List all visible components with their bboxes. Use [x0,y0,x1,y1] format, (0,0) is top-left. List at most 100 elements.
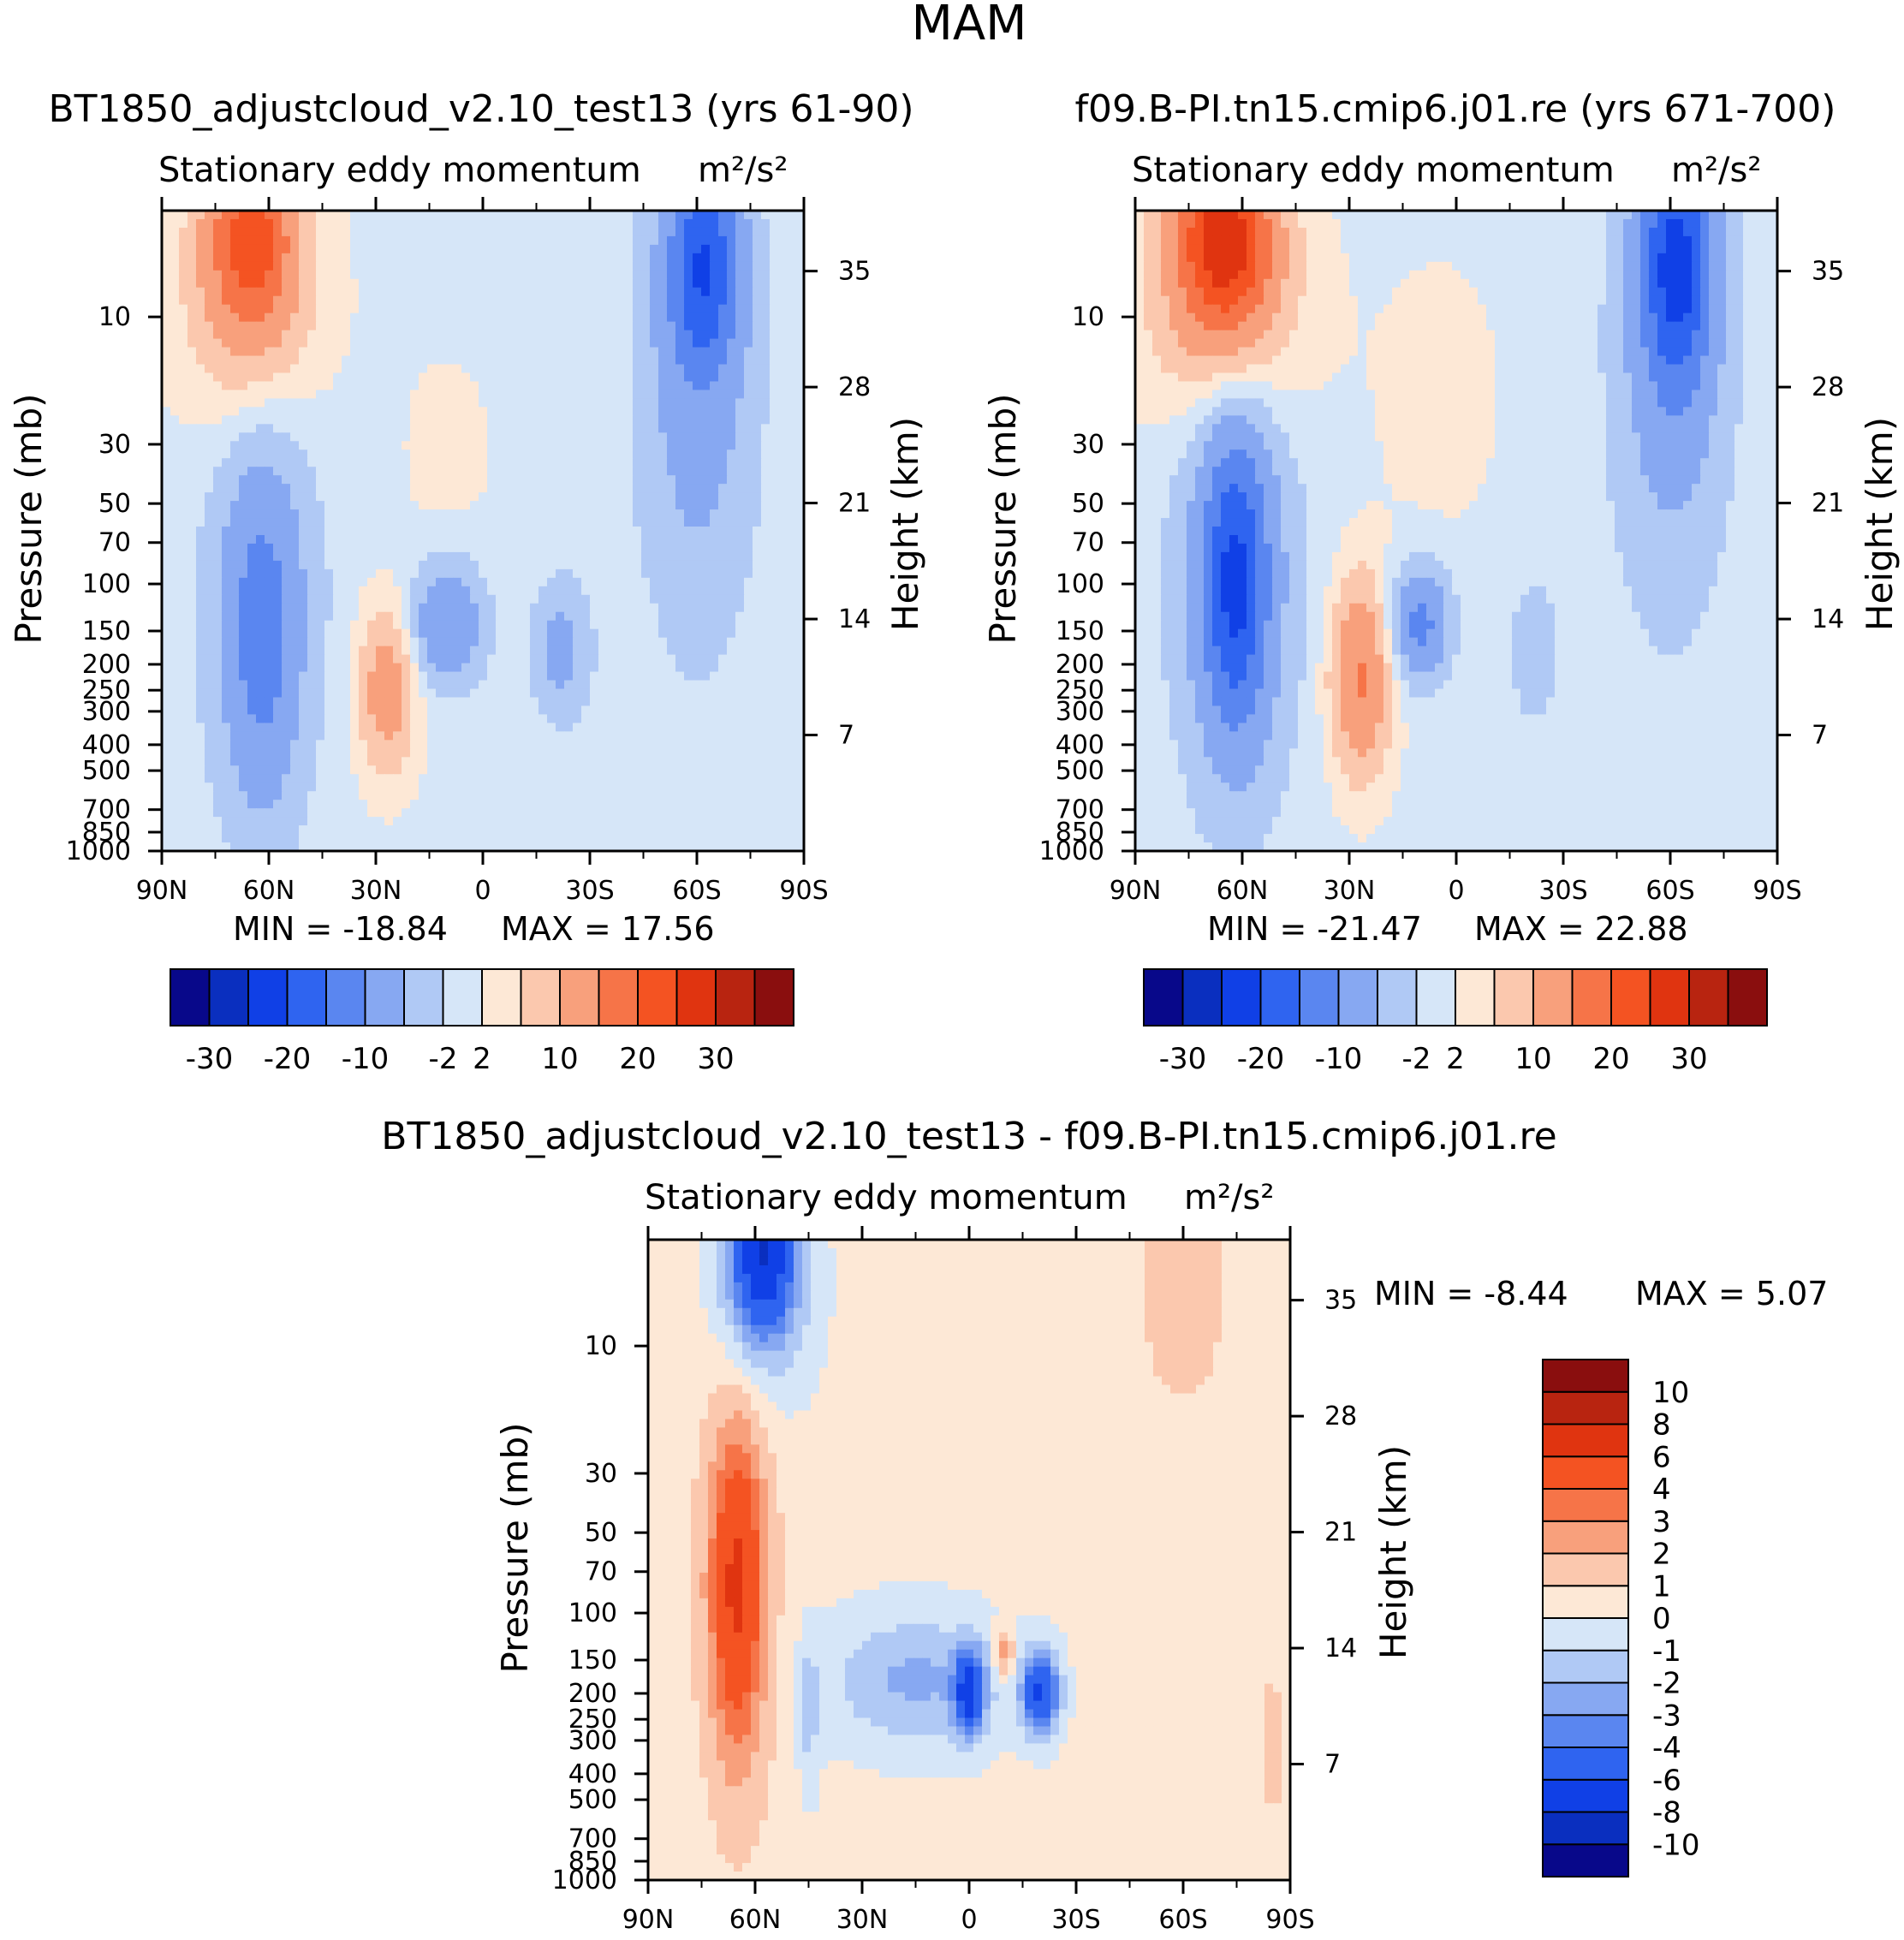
field-cell [307,338,317,348]
field-cell [727,723,736,732]
field-cells [162,211,805,852]
field-cell [504,714,514,723]
field-cell [479,398,488,408]
field-cell [479,381,488,391]
field-cell [213,774,223,783]
field-cell [419,441,428,450]
field-cell [521,663,531,673]
field-cell [770,560,779,570]
field-cell [581,415,591,425]
field-cell [590,688,599,699]
field-cell [213,611,223,622]
field-cell [684,603,693,613]
field-cell [316,628,325,639]
field-cell [735,278,745,289]
field-cell [573,432,582,442]
field-cell [521,458,531,467]
field-cell [187,467,197,476]
field-cell [650,654,659,664]
field-cell [650,407,659,416]
field-cell [718,740,728,749]
field-cell [333,330,342,340]
field-cell [282,218,291,229]
field-cell [359,398,368,408]
field-cell [205,646,214,656]
field-cell [179,407,188,416]
field-cell [170,287,180,297]
field-cell [504,270,514,280]
field-cell [333,714,342,723]
field-cell [675,551,685,562]
field-cell [290,244,300,254]
field-cell [453,501,462,510]
field-cell [701,688,711,699]
field-cell [179,568,188,579]
field-cell [265,415,274,425]
field-cell [590,364,599,374]
field-cell [795,295,805,306]
field-cell [436,244,445,254]
field-cell [256,765,265,775]
field-cell [384,321,394,331]
field-cell [795,407,805,416]
field-cell [710,611,719,622]
field-cell [684,568,693,579]
field-cell [359,714,368,723]
field-cell [581,620,591,630]
field-cell [427,748,437,758]
field-cell [350,654,360,664]
field-cell [402,338,411,348]
field-cell [393,244,402,254]
field-cell [744,347,753,357]
field-cell [616,261,625,271]
field-cell [282,620,291,630]
field-cell [573,501,582,510]
field-cell [333,654,342,664]
field-cell [718,390,728,400]
field-cell [333,441,342,450]
field-cell [744,501,753,510]
field-cell [735,407,745,416]
field-cell [222,449,231,459]
field-cell [795,714,805,723]
field-cell [410,261,419,271]
field-cell [564,338,574,348]
field-cell [521,398,531,408]
field-cell [770,312,779,323]
field-cell [196,467,205,476]
field-cell [290,330,300,340]
field-cell [735,740,745,749]
field-cell [393,646,402,656]
field-cell [393,278,402,289]
field-cell [547,458,556,467]
field-cell [761,424,771,433]
field-cell [735,680,745,690]
field-cell [718,501,728,510]
field-cell [641,432,651,442]
field-cell [607,484,616,493]
field-cell [453,441,462,450]
field-cell [641,646,651,656]
field-cell [795,663,805,673]
field-cell [633,740,642,749]
field-cell [607,467,616,476]
field-cell [453,364,462,374]
field-cell [496,748,505,758]
field-cell [701,211,711,220]
field-cell [718,270,728,280]
field-cell [538,244,548,254]
field-cell [573,740,582,749]
field-cell [470,646,479,656]
field-cell [770,646,779,656]
field-cell [359,347,368,357]
field-cell [170,765,180,775]
field-cell [402,628,411,639]
field-cell [496,697,505,707]
field-cell [487,748,497,758]
field-cell [573,586,582,596]
field-cell [187,543,197,553]
field-cell [761,321,771,331]
field-cell [376,449,385,459]
field-cell [265,680,274,690]
field-cell [693,680,702,690]
